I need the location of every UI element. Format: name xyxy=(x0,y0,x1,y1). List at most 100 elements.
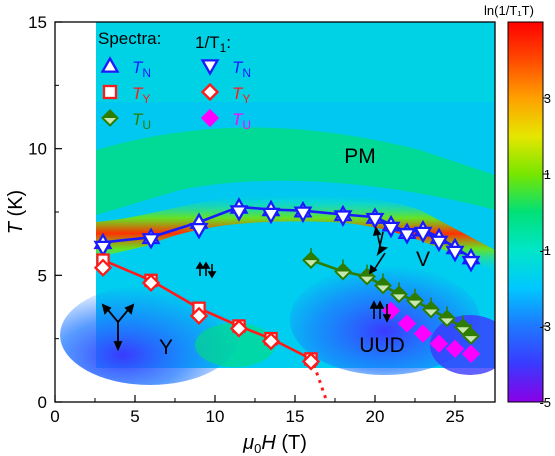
colorbar-label: ln(1/T₁T) xyxy=(484,3,534,18)
data-point xyxy=(333,210,353,227)
y-axis-label-unit: (K) xyxy=(5,190,27,222)
series-group xyxy=(302,248,480,346)
series-group xyxy=(93,258,321,371)
legend-label: TN xyxy=(132,58,151,80)
data-point-fill xyxy=(423,302,439,310)
legend-marker xyxy=(101,109,119,127)
x-axis-label-prefix: μ xyxy=(242,432,254,454)
colorbar-tick-label: -1 xyxy=(539,243,551,258)
y-tick-label: 5 xyxy=(38,266,47,285)
data-point-fill xyxy=(335,264,351,272)
legend-t1-title-sub: 1 xyxy=(220,41,227,55)
legend-label: TY xyxy=(132,84,150,106)
data-point-fill xyxy=(439,310,455,319)
ty-extrapolation-dotted xyxy=(312,364,329,403)
data-point-fill xyxy=(359,269,375,277)
legend-label: TU xyxy=(132,110,151,132)
series-group xyxy=(93,205,481,273)
data-point xyxy=(422,300,440,319)
phase-label-v: V xyxy=(416,248,430,271)
heatmap-green-region xyxy=(96,127,495,215)
legend-marker xyxy=(200,59,220,76)
data-point xyxy=(397,314,417,333)
data-point xyxy=(141,233,161,250)
legend-t1-title-colon: : xyxy=(226,33,231,52)
data-point xyxy=(229,205,249,222)
legend-label-sub: Y xyxy=(242,92,250,106)
data-point xyxy=(413,324,433,343)
data-point xyxy=(429,334,449,353)
data-point xyxy=(261,332,281,351)
phase-label-y: Y xyxy=(159,336,173,359)
spin-arrows-y-region xyxy=(195,261,217,279)
legend-t1-title: 1/T1: xyxy=(195,33,231,55)
colorbar-ticks: -5 -3 -1 1 3 xyxy=(539,91,551,410)
data-point xyxy=(189,222,209,240)
data-point xyxy=(397,228,417,245)
data-point xyxy=(261,207,281,225)
heatmap-green-pocket xyxy=(195,323,275,367)
colorbar-tick-label: 3 xyxy=(544,91,551,106)
legend-label-symbol: T xyxy=(232,84,244,103)
data-point xyxy=(189,306,209,325)
phase-label-pm: PM xyxy=(344,145,376,168)
x-tick-label: 5 xyxy=(130,407,139,426)
colorbar-tick-label: 1 xyxy=(544,167,551,182)
y-tick-label: 10 xyxy=(28,140,47,159)
data-point-fill xyxy=(455,319,471,328)
spin-arrows-v-region xyxy=(368,226,388,275)
data-point xyxy=(293,206,313,224)
legend-label-sub: N xyxy=(142,66,151,80)
heatmap-transition-band xyxy=(96,194,495,272)
legend-marker xyxy=(100,56,120,73)
legend-spectra-title: Spectra: xyxy=(98,29,161,48)
data-point-fill xyxy=(463,328,479,337)
legend-label-sub: U xyxy=(242,118,251,132)
legend-marker xyxy=(200,108,220,128)
data-point xyxy=(406,291,424,310)
data-point xyxy=(461,344,481,363)
data-point xyxy=(93,258,113,277)
x-tick-label: 0 xyxy=(50,407,59,426)
data-point xyxy=(93,240,113,258)
data-point xyxy=(365,212,385,230)
x-axis: 0 5 10 15 20 25 xyxy=(50,395,464,426)
x-tick-label: 20 xyxy=(366,407,385,426)
phase-label-uud: UUD xyxy=(359,334,405,357)
legend-label-symbol: T xyxy=(232,58,244,77)
colorbar xyxy=(507,21,544,403)
data-point-fill xyxy=(303,252,319,261)
data-point xyxy=(390,285,408,304)
data-point xyxy=(445,339,465,358)
data-point-fill xyxy=(407,293,423,301)
y-axis: 0 5 10 15 xyxy=(28,13,62,412)
legend-label-symbol: T xyxy=(132,84,144,103)
heatmap-region xyxy=(96,22,495,102)
heatmap-edge-region xyxy=(430,315,495,375)
legend-marker xyxy=(102,84,118,100)
x-axis-label-var: H xyxy=(261,432,276,454)
data-point xyxy=(413,226,433,244)
data-point xyxy=(429,235,449,253)
y-tick-label: 0 xyxy=(38,393,47,412)
y-axis-label: T (K) xyxy=(5,190,27,234)
data-point-fill xyxy=(391,286,407,295)
legend-label-symbol: T xyxy=(232,110,244,129)
legend-label: TN xyxy=(232,58,251,80)
y-axis-label-var: T xyxy=(5,220,27,234)
legend-label-sub: N xyxy=(242,66,251,80)
data-point xyxy=(381,221,401,239)
legend-label-sub: U xyxy=(142,118,151,132)
legend-label-sub: Y xyxy=(142,92,150,106)
colorbar-label-text: ln(1/T₁T) xyxy=(484,3,534,18)
series-line xyxy=(310,258,472,337)
x-tick-label: 10 xyxy=(206,407,225,426)
x-tick-label: 15 xyxy=(286,407,305,426)
colorbar-tick-label: -3 xyxy=(539,319,551,334)
heatmap xyxy=(60,22,495,385)
legend-label: TY xyxy=(232,84,250,106)
data-point xyxy=(141,273,161,293)
